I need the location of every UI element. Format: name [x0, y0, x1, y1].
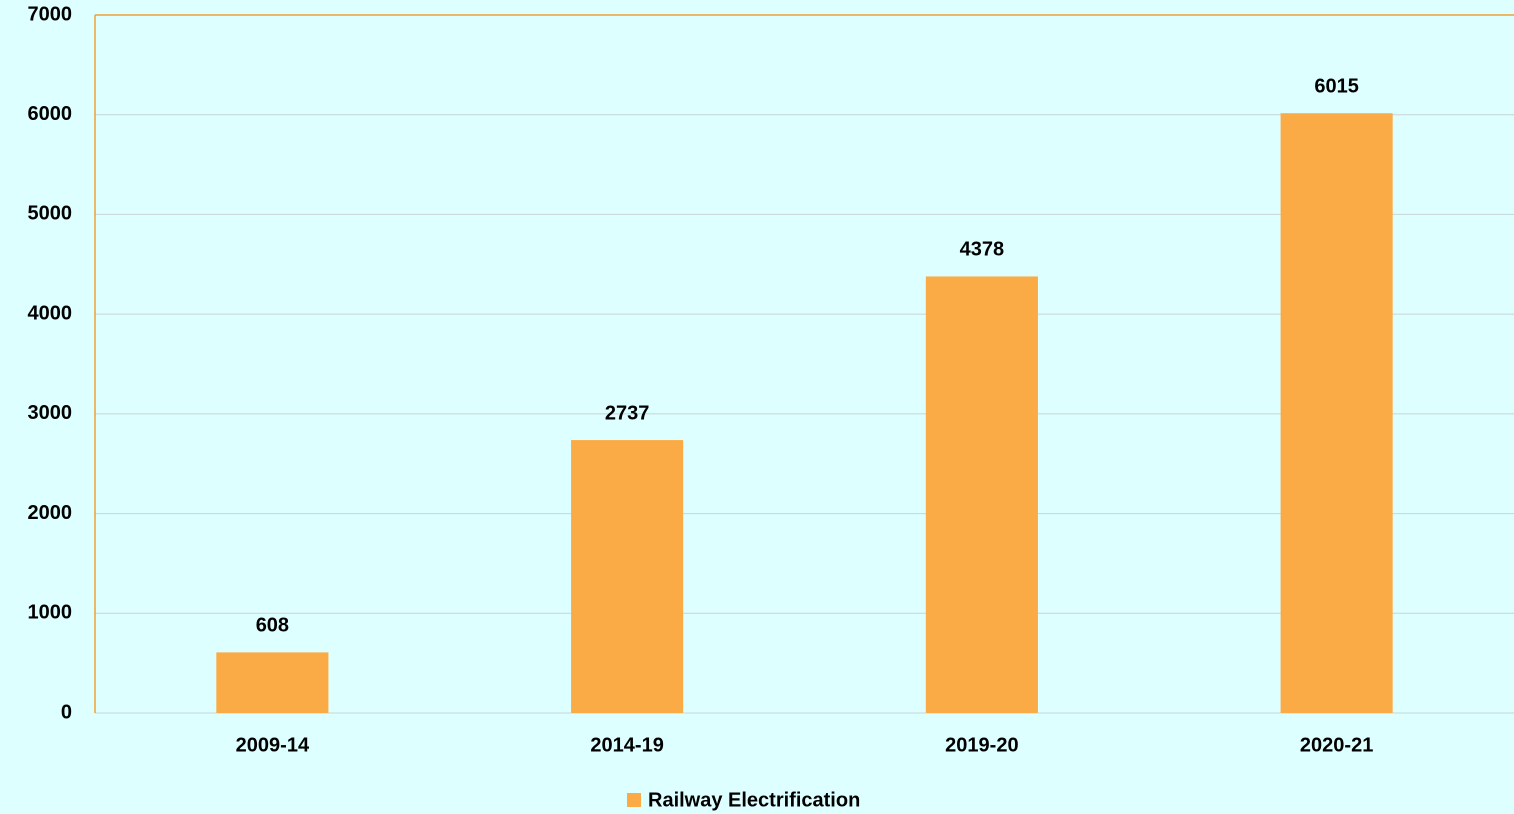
y-tick-label: 2000 [28, 502, 73, 524]
bar [571, 440, 684, 713]
data-label: 6015 [1314, 75, 1359, 97]
y-tick-label: 6000 [28, 103, 73, 125]
y-tick-label: 0 [61, 701, 72, 723]
data-label: 4378 [960, 239, 1005, 261]
legend-label: Railway Electrification [648, 789, 860, 811]
x-tick-label: 2020-21 [1300, 734, 1373, 756]
x-tick-label: 2014-19 [590, 734, 663, 756]
bar [925, 276, 1038, 713]
y-tick-label: 5000 [28, 203, 73, 225]
bar [216, 652, 329, 713]
x-tick-label: 2019-20 [945, 734, 1018, 756]
bar [1280, 113, 1393, 714]
data-label: 608 [256, 615, 289, 637]
data-label: 2737 [605, 402, 650, 424]
y-tick-label: 7000 [28, 3, 73, 25]
y-tick-label: 1000 [28, 602, 73, 624]
y-tick-label: 4000 [28, 302, 73, 324]
legend-swatch [627, 793, 641, 807]
x-tick-label: 2009-14 [236, 734, 310, 756]
y-tick-label: 3000 [28, 402, 73, 424]
